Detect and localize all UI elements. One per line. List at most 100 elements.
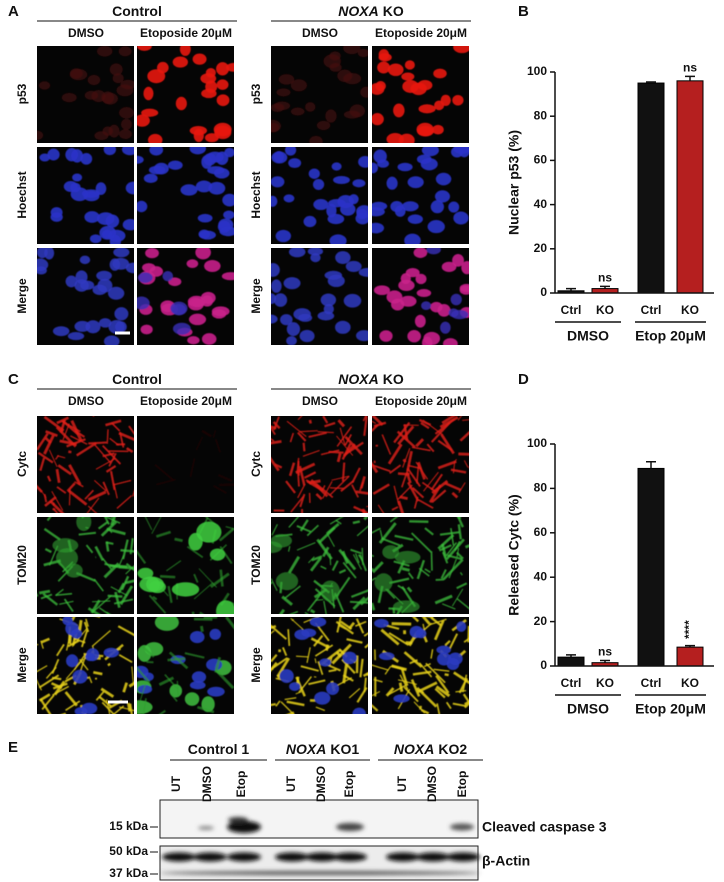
filament	[313, 634, 324, 647]
nucleus	[308, 168, 320, 179]
filament	[329, 475, 350, 496]
nucleus	[331, 162, 342, 171]
nucleus	[191, 298, 205, 308]
nucleus	[312, 179, 325, 191]
filament	[400, 467, 410, 488]
nucleus	[459, 285, 469, 295]
nucleus	[407, 214, 423, 224]
title-part: Control	[112, 371, 162, 387]
filament	[102, 481, 110, 496]
nucleus	[271, 314, 278, 324]
cell-body	[275, 572, 299, 591]
nucleus	[452, 94, 464, 106]
nucleus	[405, 267, 420, 278]
filament	[431, 489, 447, 504]
nucleus	[191, 671, 207, 683]
filament	[331, 475, 350, 481]
group-title: NOXA KO	[338, 371, 404, 387]
filament	[304, 612, 309, 614]
nucleus	[137, 114, 150, 127]
filament	[335, 519, 342, 525]
filament	[271, 426, 276, 436]
nucleus	[108, 124, 120, 138]
row-label: Merge	[15, 647, 29, 683]
filament	[401, 567, 410, 572]
filament	[81, 629, 89, 648]
nucleus	[355, 212, 368, 225]
nucleus	[149, 147, 164, 156]
nucleus	[143, 173, 158, 184]
filament	[328, 668, 337, 673]
filament	[420, 422, 430, 430]
filament	[302, 442, 306, 452]
nucleus	[390, 298, 405, 311]
filament	[57, 464, 72, 476]
y-tick-label: 60	[534, 153, 548, 167]
filament	[117, 625, 134, 637]
filament	[46, 475, 52, 482]
nucleus	[271, 119, 282, 133]
nucleus	[37, 266, 47, 275]
filament	[322, 546, 330, 558]
nucleus	[372, 83, 385, 95]
nucleus	[189, 681, 206, 690]
filament	[351, 484, 360, 498]
nucleus	[335, 251, 351, 265]
y-tick-label: 20	[534, 614, 548, 628]
filament	[364, 643, 368, 649]
nucleus	[121, 147, 134, 156]
filament	[329, 517, 344, 525]
filament	[78, 531, 97, 536]
nucleus	[427, 220, 445, 234]
cell-body	[76, 517, 92, 532]
filament	[154, 463, 175, 481]
nucleus	[456, 621, 467, 632]
filament	[120, 575, 130, 591]
nucleus	[290, 79, 307, 92]
filament	[67, 489, 88, 506]
filament	[128, 425, 134, 435]
filament	[450, 468, 467, 474]
nucleus	[195, 180, 213, 193]
filament	[144, 517, 153, 531]
nucleus	[137, 155, 144, 164]
filament	[37, 432, 49, 451]
filament	[421, 617, 431, 625]
filament	[91, 630, 111, 647]
nucleus	[92, 284, 107, 295]
nucleus	[319, 658, 332, 667]
filament	[341, 443, 352, 460]
nucleus	[199, 230, 216, 240]
filament	[311, 555, 323, 562]
filament	[338, 568, 347, 574]
significance: ns	[598, 271, 612, 285]
filament	[272, 416, 280, 431]
cell-body	[209, 548, 226, 561]
nucleus	[372, 113, 384, 126]
nucleus	[137, 46, 152, 51]
filament	[402, 458, 407, 463]
cell-body	[382, 545, 400, 560]
x-tick-label: Ctrl	[641, 676, 662, 690]
filament	[437, 460, 457, 470]
row-label: TOM20	[15, 545, 29, 585]
nucleus	[343, 73, 362, 85]
filament	[423, 662, 431, 668]
filament	[48, 449, 58, 467]
filament	[297, 472, 300, 487]
filament	[100, 687, 115, 698]
error-bar	[685, 644, 695, 648]
nucleus	[352, 179, 366, 188]
filament	[129, 538, 134, 555]
filament	[336, 453, 342, 463]
filament	[452, 462, 456, 474]
filament	[418, 662, 433, 678]
nucleus	[305, 102, 316, 112]
x-tick-label: KO	[596, 676, 614, 690]
filament	[441, 416, 456, 425]
filament	[416, 559, 426, 580]
filament	[330, 487, 345, 490]
filament	[118, 431, 134, 441]
nucleus	[434, 190, 451, 203]
filament	[341, 462, 346, 482]
